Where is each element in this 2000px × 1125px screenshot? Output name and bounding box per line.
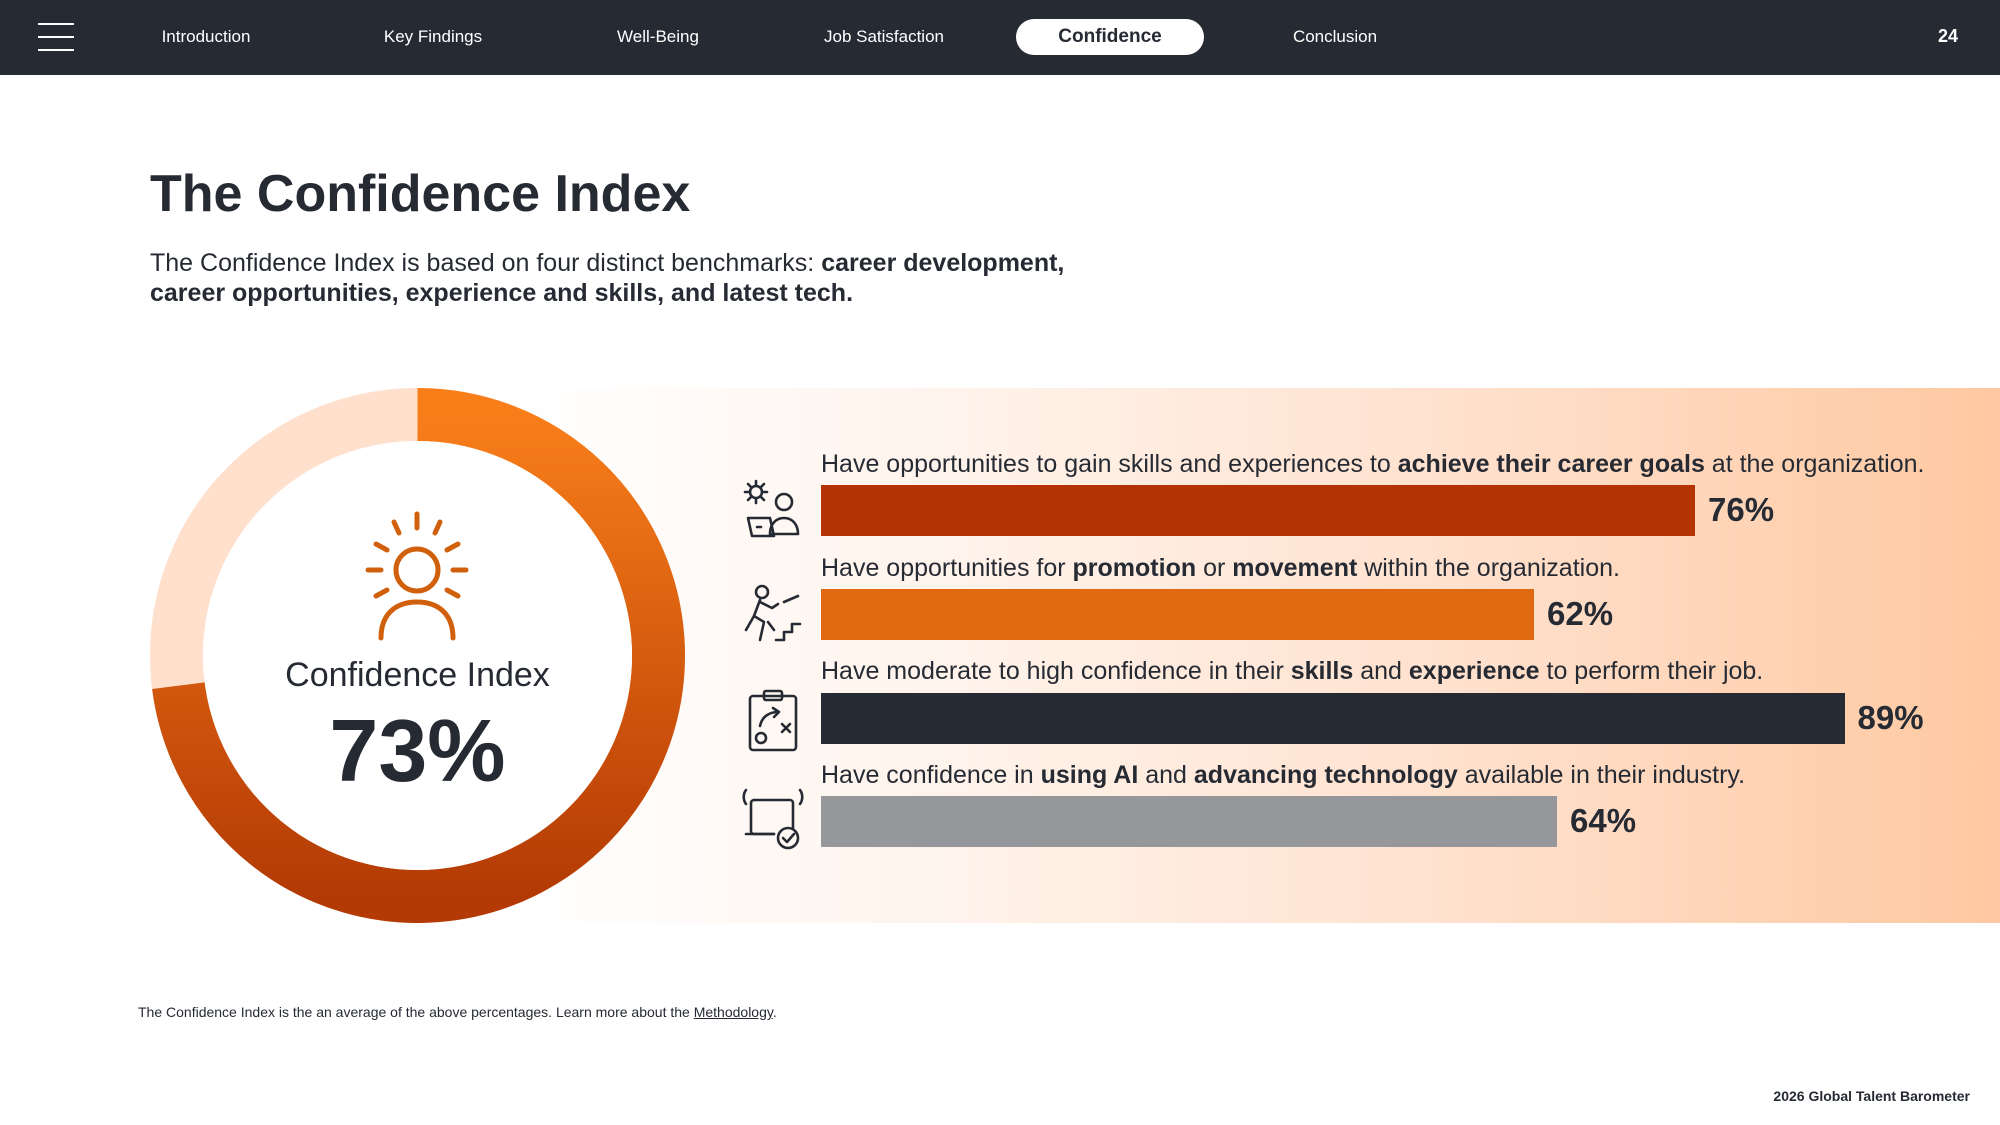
bar-label-text: and <box>1353 657 1409 685</box>
tab-conclusion[interactable]: Conclusion <box>1292 27 1378 46</box>
brand-footer: 2026 Global Talent Barometer <box>1773 1088 1970 1104</box>
person-climbing-stairs-icon <box>744 584 802 642</box>
bar-label-text: and <box>1138 761 1194 789</box>
bar-skills <box>821 693 1845 744</box>
subtitle-plain: The Confidence Index is based on four di… <box>150 249 822 277</box>
bar-label-bold: experience <box>1408 657 1540 685</box>
bar-label-text: within the organization. <box>1357 554 1620 582</box>
methodology-link[interactable]: Methodology <box>693 1004 773 1020</box>
donut-value: 73% <box>329 701 506 800</box>
bar-label-text: Have opportunities for <box>821 554 1073 582</box>
footnote: The Confidence Index is the an average o… <box>138 1004 777 1020</box>
tab-well-being[interactable]: Well-Being <box>617 27 699 46</box>
bar-label-text: at the organization. <box>1704 450 1925 478</box>
bar-value-ai: 64% <box>1570 802 1637 839</box>
bar-label-bold: skills <box>1290 657 1354 685</box>
bar-value-skills: 89% <box>1857 699 1924 736</box>
bar-label-text: Have opportunities to gain skills and ex… <box>821 450 1398 478</box>
bar-label-bold: movement <box>1232 554 1358 582</box>
bar-label-text: Have moderate to high confidence in thei… <box>821 657 1291 685</box>
bar-label-text: Have confidence in <box>821 761 1041 789</box>
tab-job-satisfaction[interactable]: Job Satisfaction <box>823 27 944 46</box>
confidence-donut-chart <box>150 388 685 923</box>
bar-label-text: to perform their job. <box>1539 657 1764 685</box>
bar-label-bold: promotion <box>1072 554 1197 582</box>
page-title: The Confidence Index <box>150 165 691 223</box>
bar-label-ai: Have confidence in using AI and advancin… <box>821 761 1745 790</box>
menu-icon[interactable] <box>38 21 74 53</box>
page-subtitle: The Confidence Index is based on four di… <box>150 248 1110 308</box>
bar-value-promotion: 62% <box>1547 595 1614 632</box>
person-sun-icon <box>365 511 469 641</box>
gear-person-laptop-icon <box>743 479 800 538</box>
tab-confidence[interactable]: Confidence <box>1016 19 1204 55</box>
clipboard-strategy-icon <box>748 689 798 752</box>
footnote-text: The Confidence Index is the an average o… <box>138 1004 694 1020</box>
bar-label-bold: using AI <box>1040 761 1139 789</box>
bar-label-skills: Have moderate to high confidence in thei… <box>821 657 1763 686</box>
page-number: 24 <box>1937 26 1958 46</box>
bar-value-career-goals: 76% <box>1708 491 1775 528</box>
footnote-end: . <box>772 1004 777 1020</box>
top-navigation: Introduction Key Findings Well-Being Job… <box>0 0 2000 75</box>
bar-label-text: available in their industry. <box>1457 761 1746 789</box>
bar-label-career-goals: Have opportunities to gain skills and ex… <box>821 450 1924 479</box>
donut-value-arc <box>152 388 685 923</box>
bar-ai <box>821 796 1557 847</box>
tab-key-findings[interactable]: Key Findings <box>383 27 483 46</box>
bar-label-bold: achieve their career goals <box>1397 450 1705 478</box>
bar-label-bold: advancing technology <box>1193 761 1458 789</box>
bar-label-promotion: Have opportunities for promotion or move… <box>821 554 1620 583</box>
bar-career-goals <box>821 485 1695 536</box>
bar-promotion <box>821 589 1534 640</box>
donut-label: Confidence Index <box>285 656 550 694</box>
tablet-check-signal-icon <box>742 788 804 850</box>
tab-introduction[interactable]: Introduction <box>161 27 251 46</box>
donut-hole <box>203 441 632 870</box>
subtitle-bold: career development, career opportunities… <box>150 249 1065 307</box>
bar-label-text: or <box>1196 554 1233 582</box>
